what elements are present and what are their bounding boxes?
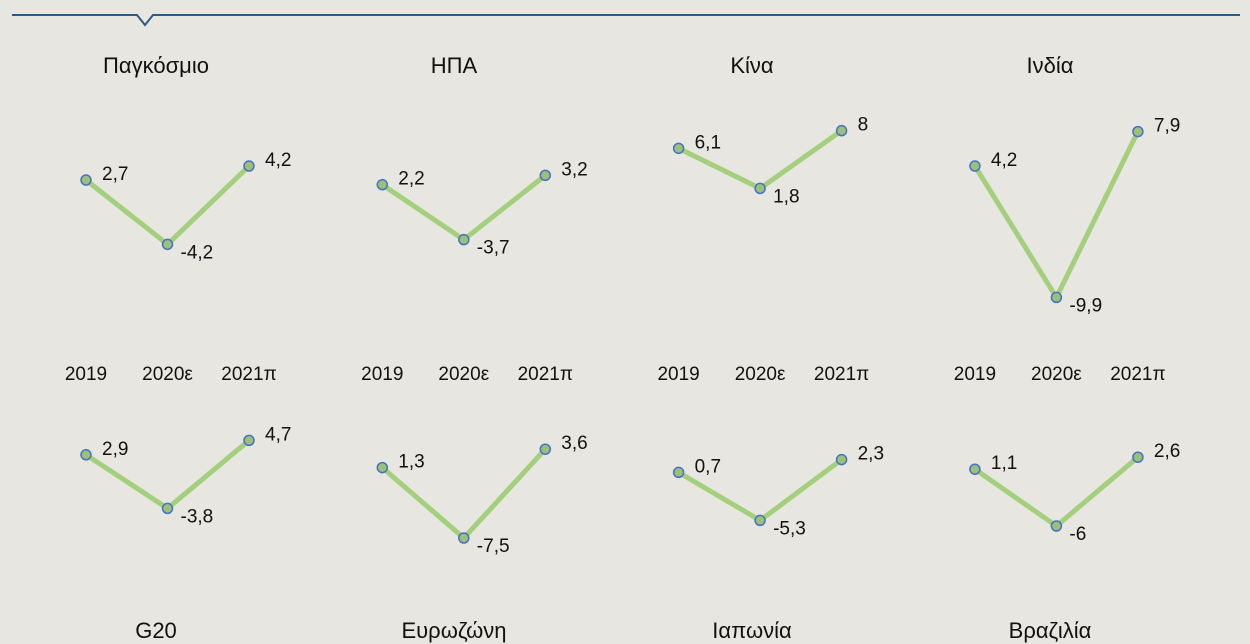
header-rule: [12, 14, 1240, 27]
marker: [458, 233, 470, 246]
chart-title: Ινδία: [1027, 53, 1074, 78]
marker: [376, 461, 389, 474]
marker: [835, 124, 848, 137]
data-label: -3,7: [477, 238, 510, 259]
data-label: -6: [1069, 524, 1086, 545]
x-tick-label: 2021π: [814, 364, 869, 385]
data-label: 2,3: [858, 444, 884, 465]
marker: [243, 160, 255, 172]
marker: [1132, 451, 1144, 463]
data-label: 2,7: [102, 164, 128, 185]
data-label: 6,1: [695, 132, 721, 153]
marker: [1050, 291, 1063, 304]
chart-title: Ιαπωνία: [712, 618, 792, 643]
data-label: 0,7: [695, 456, 721, 477]
data-label: 4,2: [265, 150, 291, 171]
data-label: -5,3: [773, 518, 806, 539]
marker: [672, 466, 685, 479]
chart-title: ΗΠΑ: [431, 53, 478, 78]
chart-title: Βραζιλία: [1009, 618, 1092, 643]
marker: [754, 182, 766, 195]
x-tick-label: 2020ε: [735, 364, 786, 385]
x-tick-label: 2019: [361, 364, 403, 385]
data-label: -4,2: [181, 242, 214, 263]
marker: [161, 502, 174, 515]
data-label: 1,3: [398, 452, 424, 473]
marker: [1132, 125, 1144, 138]
data-label: 4,2: [991, 150, 1017, 171]
data-label: -3,8: [181, 506, 214, 527]
x-tick-label: 2019: [65, 364, 107, 385]
x-tick-label: 2021π: [1110, 364, 1165, 385]
x-tick-label: 2019: [954, 364, 996, 385]
marker: [835, 453, 848, 466]
marker: [458, 532, 470, 544]
x-tick-label: 2019: [657, 364, 699, 385]
data-label: 2,9: [102, 439, 128, 460]
marker: [969, 160, 981, 172]
chart-title: G20: [135, 618, 177, 643]
data-label: 1,1: [991, 453, 1017, 474]
data-label: 1,8: [773, 186, 799, 207]
data-label: 3,6: [561, 433, 587, 454]
data-label: 7,9: [1154, 116, 1180, 137]
data-label: -9,9: [1069, 295, 1102, 316]
x-tick-label: 2021π: [221, 364, 276, 385]
marker: [539, 443, 552, 455]
data-label: 2,6: [1154, 441, 1180, 462]
data-label: 4,7: [265, 424, 291, 445]
data-label: 2,2: [398, 169, 424, 190]
marker: [672, 142, 685, 155]
marker: [754, 514, 766, 527]
data-label: 8: [858, 115, 869, 136]
marker: [80, 449, 92, 461]
marker: [1050, 520, 1063, 532]
chart-title: Κίνα: [730, 53, 774, 78]
marker: [161, 238, 174, 251]
x-tick-label: 2020ε: [438, 364, 489, 385]
data-label: -7,5: [477, 536, 510, 557]
x-tick-label: 2021π: [518, 364, 573, 385]
marker: [80, 174, 92, 186]
x-tick-label: 2020ε: [142, 364, 193, 385]
data-label: 3,2: [561, 159, 587, 180]
chart-title: Παγκόσμιο: [103, 53, 209, 78]
marker: [376, 178, 389, 191]
chart-title: Ευρωζώνη: [401, 618, 506, 643]
marker: [243, 434, 255, 447]
marker: [539, 169, 552, 182]
x-tick-label: 2020ε: [1031, 364, 1082, 385]
marker: [969, 463, 981, 475]
